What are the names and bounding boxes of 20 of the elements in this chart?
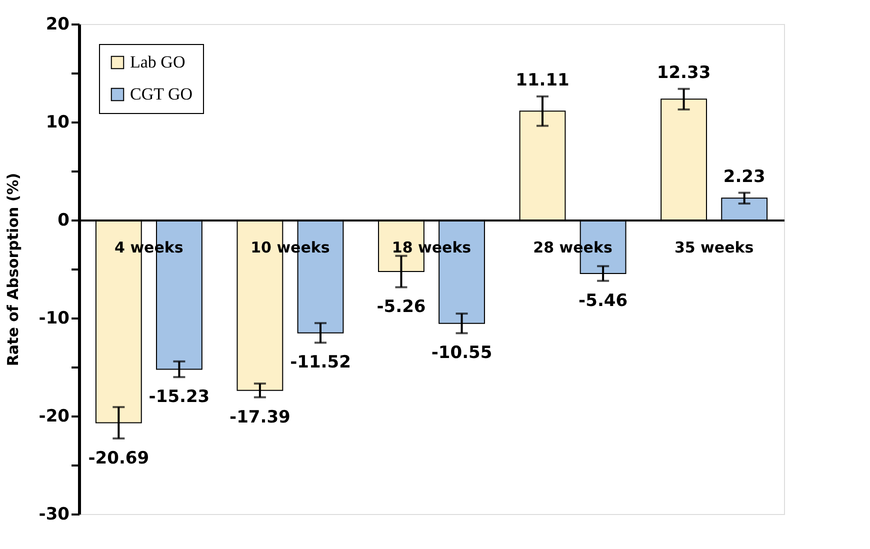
- y-tick-label: -30: [38, 504, 70, 524]
- x-tick-label: 35 weeks: [674, 238, 754, 256]
- y-axis-title: Rate of Absorption (%): [4, 172, 22, 366]
- data-label: -5.26: [376, 297, 426, 318]
- data-label: -11.52: [290, 352, 351, 373]
- data-label: -17.39: [230, 407, 290, 428]
- legend-label: CGT GO: [130, 84, 192, 104]
- y-tick-label: -10: [38, 308, 70, 328]
- legend-label: Lab GO: [130, 52, 186, 72]
- data-label: -5.46: [578, 290, 628, 311]
- data-label: -20.69: [88, 448, 150, 468]
- y-tick-label: 0: [58, 210, 70, 230]
- data-label: -15.23: [148, 387, 210, 408]
- y-tick-label: 10: [46, 112, 70, 132]
- data-label: 2.23: [723, 166, 766, 187]
- data-label: -10.55: [431, 343, 492, 364]
- data-label: 11.11: [516, 70, 570, 90]
- y-tick-label: 20: [46, 14, 70, 34]
- y-tick-label: -20: [38, 406, 70, 426]
- data-label: 12.33: [656, 62, 711, 83]
